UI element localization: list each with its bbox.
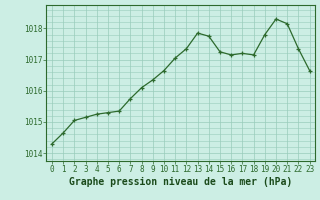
X-axis label: Graphe pression niveau de la mer (hPa): Graphe pression niveau de la mer (hPa): [69, 177, 292, 187]
